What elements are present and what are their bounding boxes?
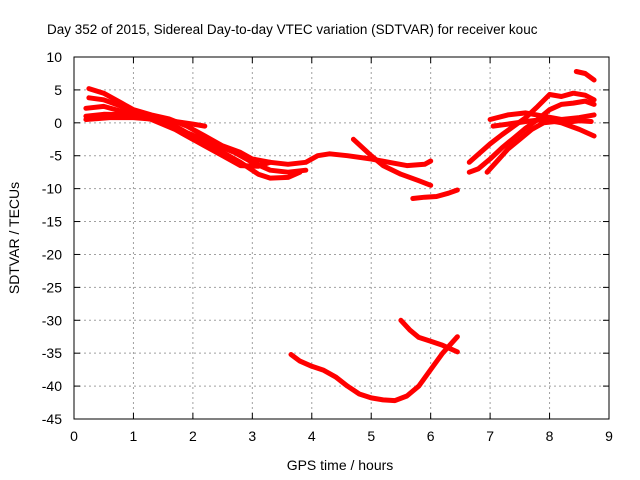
series-line-s1: [86, 86, 434, 169]
series-line-s6: [350, 136, 434, 188]
series-line-s4: [83, 111, 273, 169]
x-axis-label: GPS time / hours: [287, 457, 394, 473]
series-line-s14: [487, 110, 597, 122]
x-tick-label: 5: [367, 428, 375, 444]
x-tick-label: 4: [308, 428, 316, 444]
x-tick-label: 1: [130, 428, 138, 444]
series-line-s7: [410, 187, 460, 201]
chart-title: Day 352 of 2015, Sidereal Day-to-day VTE…: [47, 22, 538, 37]
y-tick-label: -40: [42, 378, 62, 394]
series-line-s11: [466, 98, 597, 175]
y-tick-label: 5: [54, 82, 62, 98]
x-tick-label: 0: [70, 428, 78, 444]
y-tick-label: -10: [42, 181, 62, 197]
series-line-s12: [484, 118, 594, 175]
x-tick-label: 8: [546, 428, 554, 444]
series-line-s9: [398, 317, 460, 355]
y-tick-label: -15: [42, 214, 62, 230]
series-line-s15: [573, 69, 597, 83]
y-tick-label: -25: [42, 279, 62, 295]
x-tick-label: 3: [248, 428, 256, 444]
plot-frame: [73, 56, 610, 420]
y-tick-label: -20: [42, 246, 62, 262]
y-tick-label: 0: [54, 115, 62, 131]
series-line-s8: [288, 334, 460, 404]
series-line-s13: [490, 117, 597, 139]
series-line-s2: [86, 95, 309, 175]
y-tick-label: -5: [50, 148, 63, 164]
y-tick-label: -45: [42, 411, 62, 427]
x-tick-label: 2: [189, 428, 197, 444]
y-axis-label: SDTVAR / TECUs: [6, 182, 22, 294]
y-tick-label: 10: [46, 49, 62, 65]
x-tick-label: 6: [427, 428, 435, 444]
x-tick-label: 9: [605, 428, 613, 444]
x-tick-label: 7: [486, 428, 494, 444]
axis-ticks: 0 1 2 3 4 5 6 7 8 9 10 5 0 -5 -10 -15 -20 -25 -30 -35 -40 -45: [42, 49, 613, 444]
y-tick-label: -30: [42, 312, 62, 328]
series-line-s5: [83, 115, 208, 129]
data-series: [83, 69, 597, 404]
y-tick-label: -35: [42, 345, 62, 361]
